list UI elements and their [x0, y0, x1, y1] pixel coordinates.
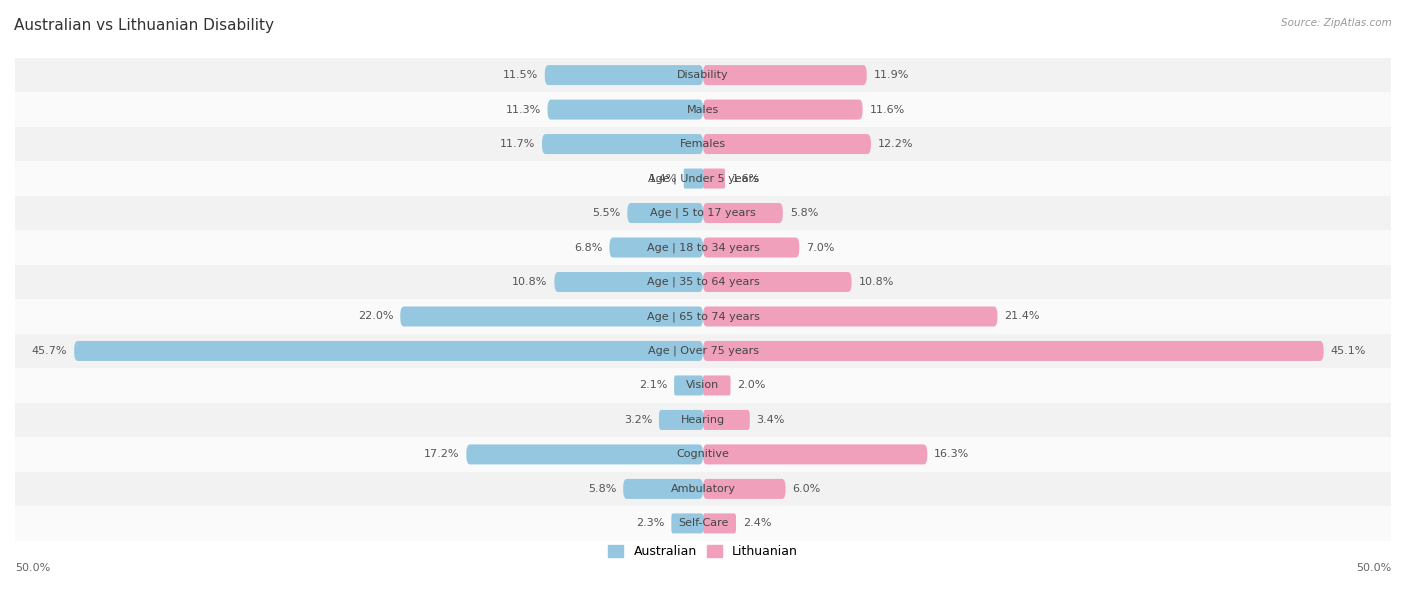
FancyBboxPatch shape: [554, 272, 703, 292]
FancyBboxPatch shape: [703, 65, 866, 85]
Text: 3.2%: 3.2%: [624, 415, 652, 425]
Text: 3.4%: 3.4%: [756, 415, 785, 425]
Text: 5.8%: 5.8%: [790, 208, 818, 218]
Text: Ambulatory: Ambulatory: [671, 484, 735, 494]
Bar: [15, 58, 1391, 92]
Text: Hearing: Hearing: [681, 415, 725, 425]
Text: 1.6%: 1.6%: [733, 174, 761, 184]
Text: 22.0%: 22.0%: [359, 312, 394, 321]
Text: 5.5%: 5.5%: [592, 208, 620, 218]
FancyBboxPatch shape: [703, 341, 1323, 361]
Bar: [15, 230, 1391, 265]
Bar: [15, 299, 1391, 334]
FancyBboxPatch shape: [544, 65, 703, 85]
Bar: [15, 472, 1391, 506]
Text: Self-Care: Self-Care: [678, 518, 728, 528]
Text: 10.8%: 10.8%: [859, 277, 894, 287]
Text: 50.0%: 50.0%: [1355, 563, 1391, 573]
FancyBboxPatch shape: [703, 410, 749, 430]
FancyBboxPatch shape: [703, 513, 735, 534]
Text: 2.3%: 2.3%: [636, 518, 665, 528]
Text: 11.5%: 11.5%: [502, 70, 538, 80]
Text: Source: ZipAtlas.com: Source: ZipAtlas.com: [1281, 18, 1392, 28]
FancyBboxPatch shape: [627, 203, 703, 223]
FancyBboxPatch shape: [683, 168, 703, 188]
FancyBboxPatch shape: [703, 307, 997, 326]
FancyBboxPatch shape: [703, 134, 870, 154]
Bar: [15, 265, 1391, 299]
FancyBboxPatch shape: [673, 375, 703, 395]
Text: 6.8%: 6.8%: [574, 242, 603, 253]
Text: 12.2%: 12.2%: [877, 139, 914, 149]
Text: 5.8%: 5.8%: [588, 484, 616, 494]
Text: Age | Over 75 years: Age | Over 75 years: [648, 346, 758, 356]
Text: 2.4%: 2.4%: [742, 518, 772, 528]
Text: 50.0%: 50.0%: [15, 563, 51, 573]
FancyBboxPatch shape: [541, 134, 703, 154]
FancyBboxPatch shape: [401, 307, 703, 326]
Bar: [15, 506, 1391, 540]
Bar: [15, 368, 1391, 403]
Bar: [15, 403, 1391, 437]
Text: Age | Under 5 years: Age | Under 5 years: [648, 173, 758, 184]
Bar: [15, 334, 1391, 368]
FancyBboxPatch shape: [703, 272, 852, 292]
Text: 45.1%: 45.1%: [1330, 346, 1365, 356]
Text: Cognitive: Cognitive: [676, 449, 730, 460]
Text: Disability: Disability: [678, 70, 728, 80]
Bar: [15, 196, 1391, 230]
FancyBboxPatch shape: [703, 168, 725, 188]
FancyBboxPatch shape: [75, 341, 703, 361]
Text: 2.0%: 2.0%: [737, 381, 766, 390]
Text: 21.4%: 21.4%: [1004, 312, 1040, 321]
Text: Age | 18 to 34 years: Age | 18 to 34 years: [647, 242, 759, 253]
Bar: [15, 127, 1391, 162]
Text: 6.0%: 6.0%: [793, 484, 821, 494]
FancyBboxPatch shape: [703, 375, 731, 395]
Text: Females: Females: [681, 139, 725, 149]
Text: 10.8%: 10.8%: [512, 277, 547, 287]
Text: Males: Males: [688, 105, 718, 114]
FancyBboxPatch shape: [671, 513, 703, 534]
FancyBboxPatch shape: [703, 237, 800, 258]
Text: Australian vs Lithuanian Disability: Australian vs Lithuanian Disability: [14, 18, 274, 34]
FancyBboxPatch shape: [547, 100, 703, 119]
FancyBboxPatch shape: [703, 479, 786, 499]
Text: 2.1%: 2.1%: [638, 381, 668, 390]
Text: Age | 5 to 17 years: Age | 5 to 17 years: [650, 208, 756, 218]
Text: 11.9%: 11.9%: [873, 70, 910, 80]
FancyBboxPatch shape: [609, 237, 703, 258]
Bar: [15, 162, 1391, 196]
Text: Age | 35 to 64 years: Age | 35 to 64 years: [647, 277, 759, 287]
FancyBboxPatch shape: [703, 444, 928, 465]
FancyBboxPatch shape: [703, 203, 783, 223]
FancyBboxPatch shape: [659, 410, 703, 430]
FancyBboxPatch shape: [703, 100, 863, 119]
FancyBboxPatch shape: [467, 444, 703, 465]
Text: 16.3%: 16.3%: [934, 449, 969, 460]
Bar: [15, 92, 1391, 127]
Text: 11.6%: 11.6%: [869, 105, 904, 114]
Bar: [15, 437, 1391, 472]
FancyBboxPatch shape: [623, 479, 703, 499]
Text: Vision: Vision: [686, 381, 720, 390]
Text: 45.7%: 45.7%: [32, 346, 67, 356]
Text: 17.2%: 17.2%: [425, 449, 460, 460]
Text: 11.3%: 11.3%: [505, 105, 541, 114]
Legend: Australian, Lithuanian: Australian, Lithuanian: [603, 540, 803, 564]
Text: 7.0%: 7.0%: [806, 242, 835, 253]
Text: Age | 65 to 74 years: Age | 65 to 74 years: [647, 312, 759, 322]
Text: 11.7%: 11.7%: [499, 139, 536, 149]
Text: 1.4%: 1.4%: [648, 174, 676, 184]
